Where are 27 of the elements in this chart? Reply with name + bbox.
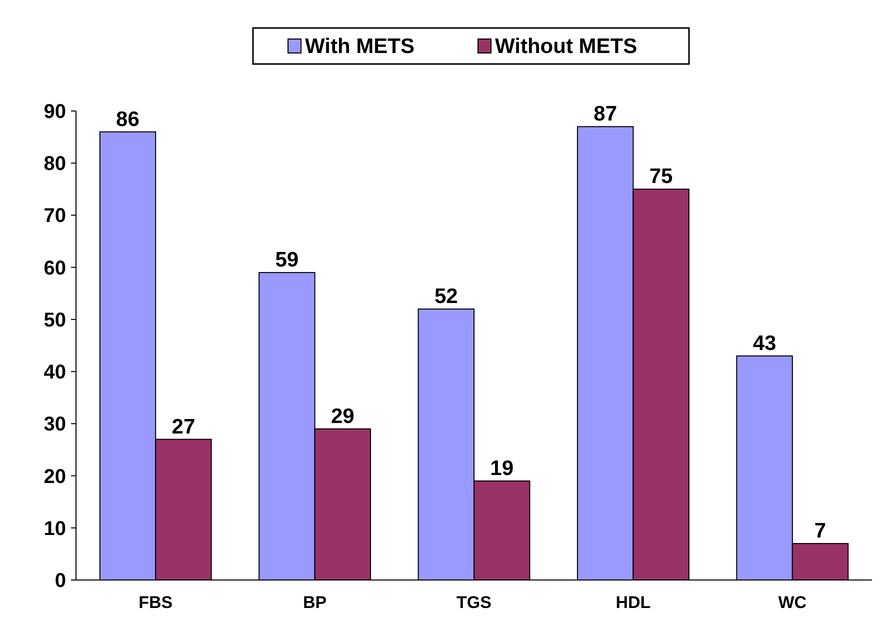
data-label: 19: [490, 456, 514, 480]
legend-label: Without METS: [495, 35, 638, 58]
y-tick-label: 50: [44, 309, 66, 332]
data-label: 43: [752, 332, 776, 355]
x-tick-label: TGS: [456, 593, 492, 612]
y-tick-label: 90: [44, 101, 66, 123]
y-tick-label: 10: [44, 518, 66, 540]
x-tick-label: WC: [778, 593, 807, 612]
data-label: 86: [116, 108, 140, 131]
y-tick-label: 30: [44, 414, 66, 436]
y-tick-label: 80: [44, 153, 66, 176]
data-label: 27: [172, 415, 196, 438]
y-tick-label: 0: [54, 570, 66, 592]
data-label: 52: [434, 285, 458, 308]
x-tick-label: HDL: [616, 593, 651, 612]
data-label: 75: [649, 165, 674, 188]
data-label: 7: [814, 520, 826, 543]
y-tick-label: 70: [44, 205, 66, 228]
y-tick-label: 40: [44, 362, 66, 384]
y-tick-label: 20: [44, 466, 66, 488]
data-label: 59: [275, 248, 299, 272]
y-tick-label: 60: [44, 257, 66, 280]
legend-label: With METS: [305, 35, 414, 58]
data-label: 87: [594, 102, 618, 126]
x-tick-label: FBS: [138, 593, 173, 612]
x-tick-label: BP: [302, 593, 327, 612]
data-label: 29: [330, 404, 354, 428]
